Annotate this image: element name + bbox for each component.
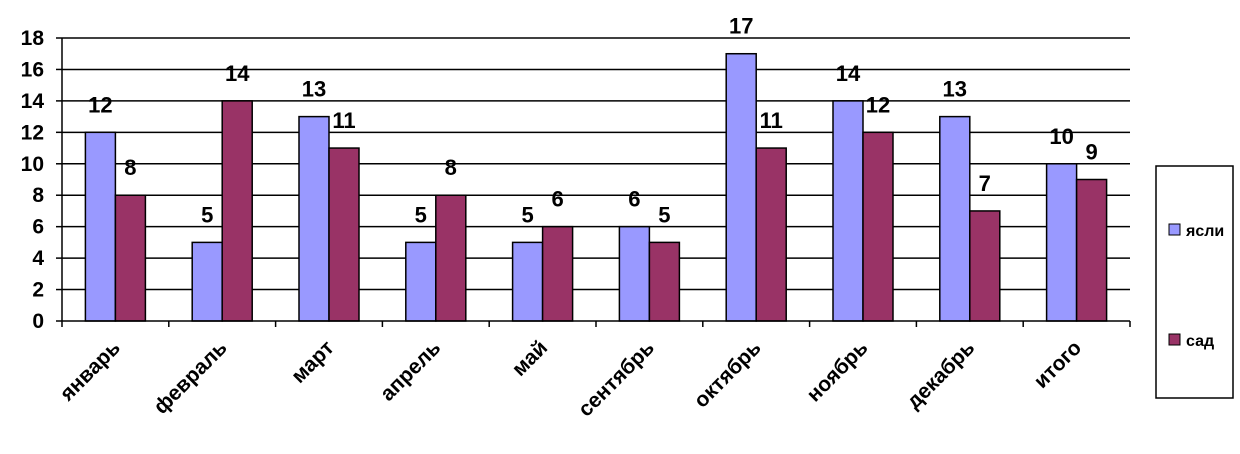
legend-swatch-yasli [1168,223,1181,236]
data-label: 17 [729,14,753,39]
x-tick-label: май [508,336,552,380]
data-label: 10 [1049,124,1073,149]
bar-yasli [939,115,971,322]
bar-sad [862,131,894,322]
data-label: 9 [1085,140,1097,165]
x-tick-label: март [287,336,338,387]
bar-sad [755,147,787,322]
x-tick-label: декабрь [902,336,979,413]
bar-sad [969,210,1001,322]
y-tick-label: 14 [21,90,45,113]
bar-sad [435,194,467,322]
x-tick-label: сентябрь [574,336,659,421]
x-tick-label: итого [1030,336,1087,393]
data-label: 5 [201,202,213,227]
data-label: 12 [866,92,890,117]
data-label: 8 [124,155,136,180]
y-axis-ticks: 0 2 4 6 8 10 12 14 16 18 [21,27,62,333]
y-tick-label: 6 [32,216,44,239]
x-tick-label: октябрь [690,336,766,412]
bar-sad [114,194,147,322]
y-tick-label: 0 [32,310,44,333]
bar-yasli [511,241,544,322]
legend-box [1155,165,1234,399]
legend-label-sad: сад [1186,333,1214,350]
data-label: 5 [521,202,533,227]
y-tick-label: 18 [21,27,45,50]
data-label: 7 [979,171,991,196]
data-label: 12 [88,92,112,117]
bar-yasli [298,115,330,322]
legend-label-yasli: ясли [1185,223,1224,240]
bars [84,52,1108,322]
data-label: 6 [628,187,640,212]
y-tick-label: 16 [21,58,44,81]
y-tick-label: 2 [32,279,44,302]
x-tick-label: февраль [149,336,231,418]
bar-yasli [725,52,757,322]
bar-sad [221,100,253,322]
data-label: 11 [760,108,783,133]
data-label: 5 [415,202,427,227]
data-label: 13 [302,77,326,102]
bar-yasli [618,225,651,322]
data-label: 6 [551,187,563,212]
data-label: 8 [445,155,457,180]
y-tick-label: 8 [32,184,44,207]
bar-yasli [191,241,223,322]
x-tick-label: апрель [376,336,445,405]
legend-swatch-sad [1168,333,1181,346]
bar-sad [1075,178,1108,322]
data-label: 13 [943,77,967,102]
bar-yasli [832,100,864,322]
data-label: 5 [658,202,670,227]
y-tick-label: 4 [32,247,44,270]
bar-sad [541,225,574,322]
x-tick-label: январь [55,336,125,406]
data-label: 14 [836,61,861,86]
bar-yasli [405,241,437,322]
data-label: 14 [225,61,250,86]
data-label: 11 [332,108,355,133]
x-axis-ticks: январь февраль март апрель май сентябрь октябр… [55,321,1131,421]
legend: ясли сад [1155,165,1234,399]
bar-yasli [1045,163,1078,322]
bar-yasli [84,131,117,322]
bar-sad [328,147,360,322]
x-tick-label: ноябрь [802,336,872,406]
y-tick-label: 12 [21,121,44,144]
bar-sad [648,241,681,322]
y-tick-label: 10 [21,153,44,176]
